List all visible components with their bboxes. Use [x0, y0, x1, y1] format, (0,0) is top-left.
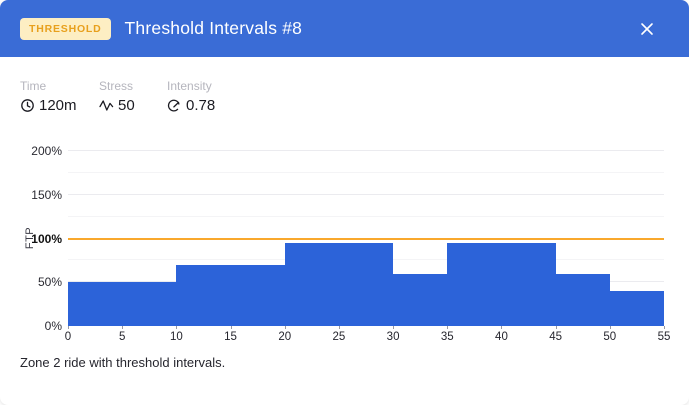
interval-bar: [609, 291, 664, 326]
x-tick-mark: [176, 326, 178, 329]
major-gridline: [68, 193, 664, 195]
x-tick-label: 0: [64, 331, 72, 343]
x-tick-label: 55: [657, 331, 671, 343]
x-tick-mark: [68, 326, 69, 329]
stat-intensity-value: 0.78: [186, 97, 216, 114]
stat-intensity-label: Intensity: [167, 79, 212, 93]
stat-intensity: Intensity 0.78: [167, 79, 215, 114]
x-tick-label: 35: [440, 331, 454, 343]
x-tick-mark: [555, 326, 557, 329]
x-tick-mark: [664, 326, 665, 329]
stat-stress-label: Stress: [99, 79, 134, 93]
stat-stress-value: 50: [118, 97, 135, 114]
workout-type-badge: THRESHOLD: [20, 17, 111, 40]
y-tick-label: 200%: [31, 144, 62, 158]
x-tick-label: 50: [603, 331, 617, 343]
x-tick-mark: [393, 326, 395, 329]
plot-area: [68, 140, 664, 326]
y-axis-labels: 0% 50% 100% 150% 200%: [0, 140, 62, 333]
x-tick-mark: [122, 326, 124, 329]
x-tick-mark: [338, 326, 340, 329]
stat-time-value: 120m: [39, 97, 77, 114]
gauge-icon: [167, 98, 186, 113]
stat-time-label: Time: [20, 79, 47, 93]
stat-time: Time 120m: [20, 79, 99, 114]
x-tick-label: 25: [332, 331, 346, 343]
ftp-threshold-line: [68, 237, 664, 240]
x-tick-mark: [284, 326, 286, 329]
close-button[interactable]: [633, 15, 661, 43]
x-tick-label: 5: [118, 331, 126, 343]
interval-bar: [284, 242, 394, 326]
close-icon: [639, 21, 655, 37]
x-tick-label: 15: [224, 331, 237, 343]
stat-stress: Stress 50: [99, 79, 167, 114]
interval-bar: [68, 282, 177, 326]
x-tick-label: 40: [495, 331, 508, 343]
minor-gridline: [68, 215, 664, 217]
workout-title: Threshold Intervals #8: [124, 18, 303, 38]
x-tick-mark: [609, 326, 611, 329]
x-tick-label: 30: [386, 331, 400, 343]
y-tick-label: 50%: [37, 275, 62, 290]
modal-header: THRESHOLD Threshold Intervals #8: [0, 0, 689, 57]
x-tick-mark: [230, 326, 232, 329]
x-tick-mark: [501, 326, 503, 329]
ftp-chart: FTP 0% 50% 100% 150% 200% 0 5 10 15 20 25 30 35 40 45…: [0, 130, 689, 360]
interval-bar: [555, 273, 610, 326]
interval-bar: [393, 273, 448, 326]
minor-gridline: [68, 171, 664, 173]
y-tick-label: 150%: [31, 187, 62, 202]
y-tick-label: 0%: [44, 319, 62, 333]
y-tick-label: 100%: [31, 231, 62, 246]
x-tick-label: 45: [549, 331, 563, 343]
x-tick-label: 10: [169, 331, 183, 343]
x-tick-label: 20: [278, 331, 292, 343]
clock-icon: [20, 98, 39, 113]
interval-bar: [447, 242, 556, 326]
workout-stats: Time 120m Stress 50: [20, 79, 215, 114]
x-tick-mark: [447, 326, 449, 329]
workout-description: Zone 2 ride with threshold intervals.: [20, 355, 226, 370]
interval-bar: [176, 264, 285, 326]
pulse-icon: [99, 98, 118, 113]
x-axis-labels: 0 5 10 15 20 25 30 35 40 45 50 55: [64, 326, 670, 352]
major-gridline: [68, 150, 664, 151]
